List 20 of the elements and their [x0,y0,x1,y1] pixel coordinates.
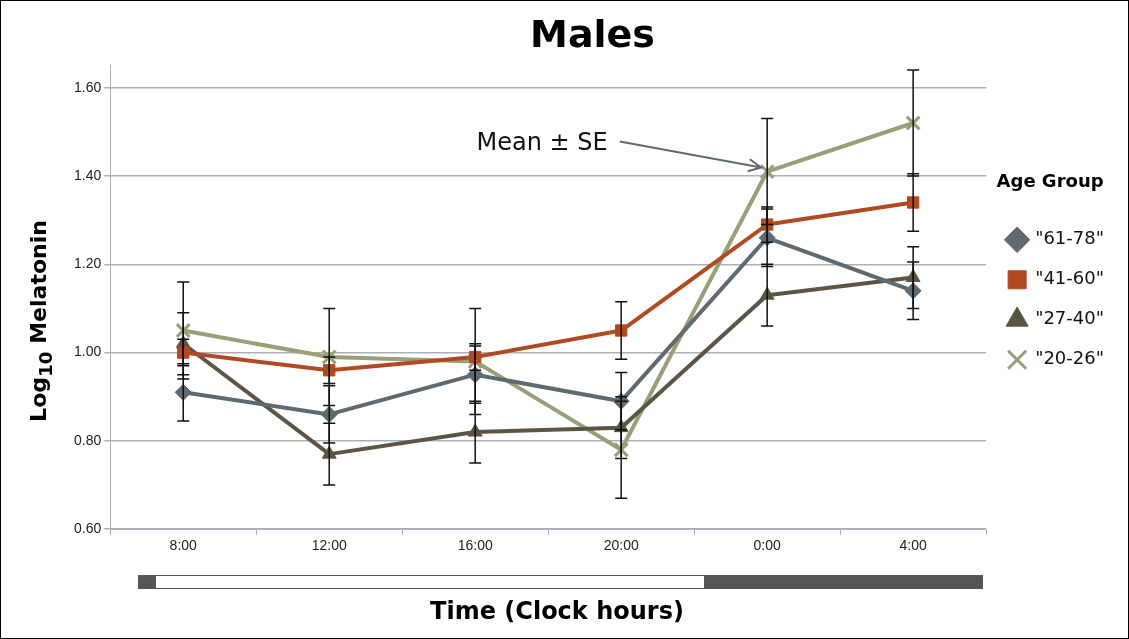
y-tick-label: 1.60 [74,78,102,95]
legend-label: "41-60" [1035,267,1105,289]
y-tick-label: 0.80 [74,431,102,448]
x-tick-label: 8:00 [169,537,198,554]
x-tick-label: 20:00 [603,537,639,554]
annotation: Mean ± SE [476,127,608,156]
y-tick-label: 1.20 [74,255,102,272]
legend-label: "20-26" [1035,347,1105,369]
y-tick-label: 0.60 [74,520,102,537]
legend-label: "61-78" [1035,227,1105,249]
x-tick-label: 12:00 [311,537,347,554]
y-tick-label: 1.40 [74,166,102,183]
x-tick-label: 4:00 [899,537,927,554]
legend-title: Age Group [996,169,1104,191]
x-axis-title: Time (Clock hours) [429,597,685,625]
chart-title: Males [530,11,655,56]
legend-label: "27-40" [1035,307,1105,329]
x-tick-label: 16:00 [457,537,493,554]
x-tick-label: 0:00 [753,537,781,554]
y-tick-label: 1.00 [74,343,102,360]
